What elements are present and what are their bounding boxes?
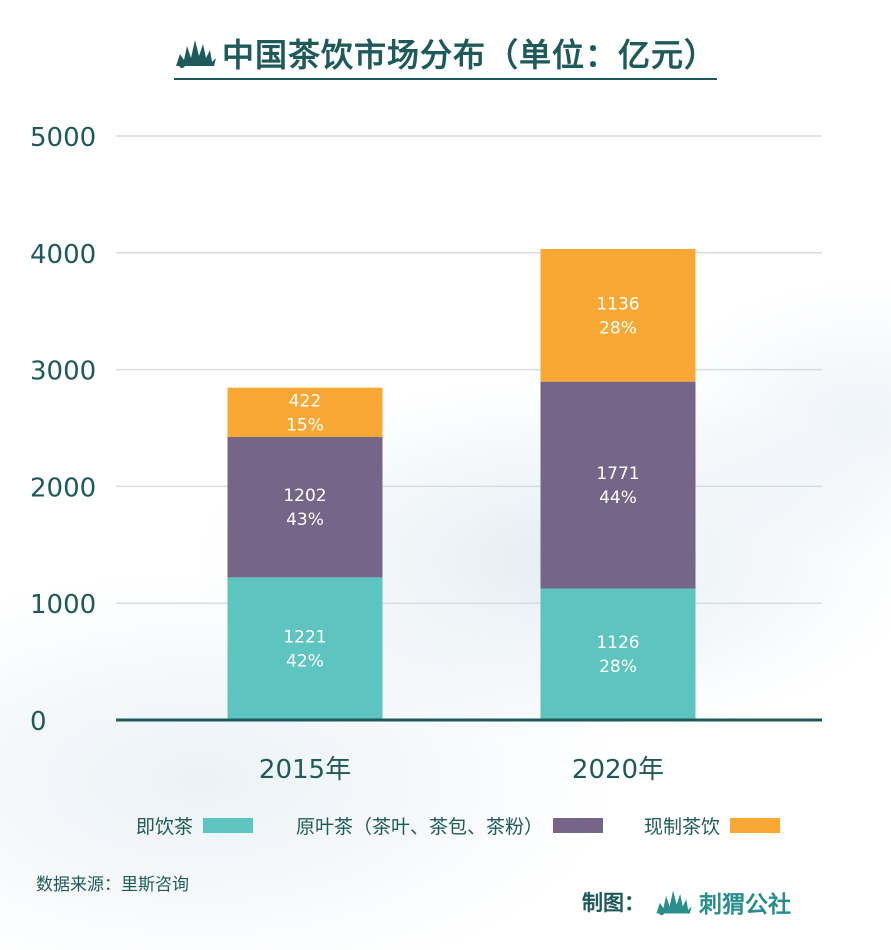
bar-value-label: 1771 xyxy=(596,464,639,484)
bar-value-label: 422 xyxy=(289,391,321,411)
credit-brand: 刺猬公社 xyxy=(699,892,791,918)
bar-percent-label: 28% xyxy=(599,657,637,677)
bar-value-label: 1126 xyxy=(596,633,639,653)
stacked-bar-chart: 0 1000 2000 3000 4000 5000 1221 42% 1202 43% 422 15… xyxy=(30,123,822,785)
y-tick-label: 2000 xyxy=(30,473,96,503)
x-tick-label: 2020年 xyxy=(572,755,664,785)
bar-value-label: 1136 xyxy=(596,294,639,314)
bar-percent-label: 42% xyxy=(286,652,324,672)
bar-segment xyxy=(227,436,383,578)
legend-label-ready-to-drink: 即饮茶 xyxy=(136,816,194,838)
legend-item-leaf-tea: 原叶茶（茶叶、茶包、茶粉） xyxy=(296,812,604,839)
legend-label-fresh-made: 现制茶饮 xyxy=(644,816,721,838)
legend-label-leaf-tea: 原叶茶（茶叶、茶包、茶粉） xyxy=(296,816,544,838)
hedgehog-logo-icon xyxy=(656,890,692,916)
bar-percent-label: 28% xyxy=(599,318,637,338)
legend-swatch-leaf-tea xyxy=(553,818,604,833)
legend-item-fresh-made: 现制茶饮 xyxy=(644,812,781,839)
legend-swatch-ready-to-drink xyxy=(203,818,254,833)
bar-percent-label: 15% xyxy=(286,415,324,435)
bar-segment xyxy=(540,248,696,382)
y-tick-label: 3000 xyxy=(30,357,96,387)
credit: 制图： 刺猬公社 xyxy=(582,885,791,919)
bar-segment xyxy=(540,381,696,589)
bar-percent-label: 43% xyxy=(286,510,324,530)
y-tick-label: 1000 xyxy=(30,590,96,620)
legend-swatch-fresh-made xyxy=(730,818,781,833)
legend-item-ready-to-drink: 即饮茶 xyxy=(136,812,254,839)
bar-value-label: 1202 xyxy=(283,486,326,506)
credit-label: 制图： xyxy=(582,891,645,915)
bar-value-label: 1221 xyxy=(283,628,326,648)
y-tick-label: 4000 xyxy=(30,240,96,270)
bar-segment xyxy=(227,577,383,720)
y-tick-label: 0 xyxy=(30,707,47,737)
y-tick-label: 5000 xyxy=(30,123,96,153)
data-source: 数据来源：里斯咨询 xyxy=(36,875,189,895)
bar-segment xyxy=(227,387,383,437)
legend: 即饮茶 原叶茶（茶叶、茶包、茶粉） 现制茶饮 xyxy=(0,812,891,842)
title-bar: 中国茶饮市场分布（单位：亿元） xyxy=(0,30,891,80)
hedgehog-logo-icon xyxy=(175,40,216,68)
x-tick-label: 2015年 xyxy=(259,755,351,785)
chart-title-block: 中国茶饮市场分布（单位：亿元） xyxy=(173,30,717,80)
chart-title: 中国茶饮市场分布（单位：亿元） xyxy=(221,36,717,74)
bar-percent-label: 44% xyxy=(599,488,637,508)
bar-segment xyxy=(540,588,696,720)
